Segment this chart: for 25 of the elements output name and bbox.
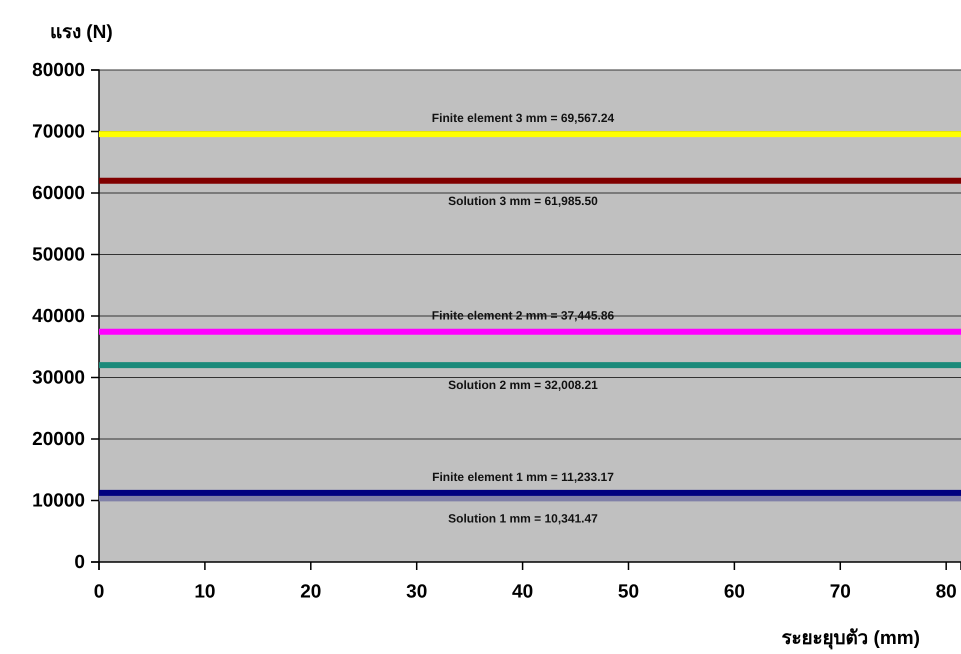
annotation: Finite element 3 mm = 69,567.24 bbox=[432, 111, 615, 126]
y-tick-label: 0 bbox=[74, 552, 85, 574]
y-tick-label: 60000 bbox=[32, 183, 85, 204]
x-axis-title: ระยะยุบตัว (mm) bbox=[781, 628, 920, 650]
x-tick-label: 20 bbox=[300, 581, 322, 602]
x-tick-label: 80 bbox=[936, 581, 957, 602]
x-tick-label: 0 bbox=[94, 581, 104, 602]
y-tick-label: 70000 bbox=[32, 122, 85, 143]
annotation: Finite element 1 mm = 11,233.17 bbox=[432, 470, 614, 484]
y-tick-label: 20000 bbox=[32, 429, 85, 450]
annotation: Solution 2 mm = 32,008.21 bbox=[448, 378, 598, 392]
x-tick-label: 30 bbox=[406, 581, 428, 602]
annotation: Solution 3 mm = 61,985.50 bbox=[448, 194, 598, 208]
y-tick-label: 10000 bbox=[32, 490, 85, 512]
x-tick-label: 60 bbox=[724, 581, 745, 602]
y-axis-title: แรง (N) bbox=[50, 22, 113, 43]
x-tick-label: 40 bbox=[512, 581, 534, 602]
y-tick-label: 50000 bbox=[32, 244, 85, 266]
y-tick-label: 30000 bbox=[32, 368, 85, 389]
annotation: Solution 1 mm = 10,341.47 bbox=[448, 511, 598, 526]
x-tick-label: 10 bbox=[194, 581, 216, 602]
y-tick-label: 40000 bbox=[32, 306, 85, 328]
x-tick-label: 70 bbox=[830, 581, 851, 602]
x-tick-label: 50 bbox=[618, 581, 640, 602]
y-tick-label: 80000 bbox=[32, 60, 85, 82]
